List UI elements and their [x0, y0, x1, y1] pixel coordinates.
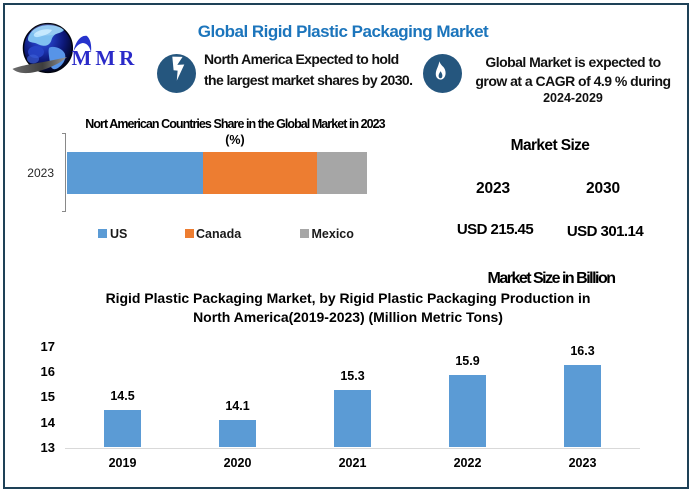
svg-text:MMR: MMR — [72, 46, 139, 70]
